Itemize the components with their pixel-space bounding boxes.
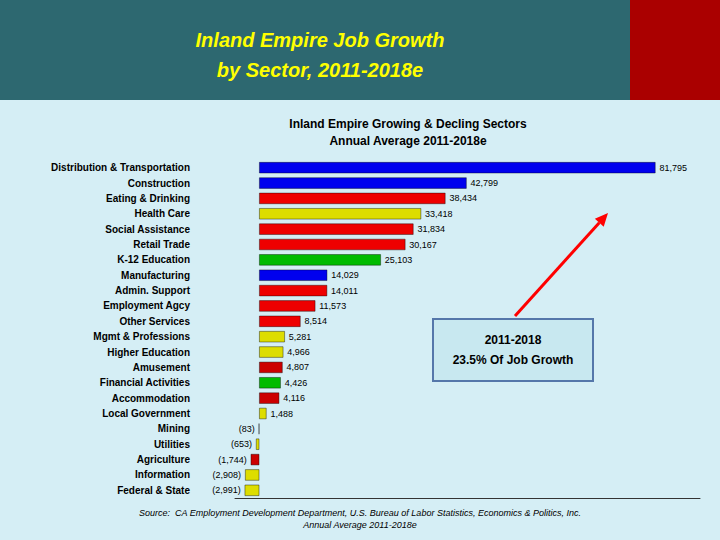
svg-text:33,418: 33,418 xyxy=(425,209,453,219)
svg-text:14,029: 14,029 xyxy=(331,270,359,280)
svg-text:Employment Agcy: Employment Agcy xyxy=(103,300,190,311)
svg-text:by Sector, 2011-2018e: by Sector, 2011-2018e xyxy=(217,59,423,81)
svg-text:Accommodation: Accommodation xyxy=(112,393,190,404)
svg-text:Information: Information xyxy=(135,469,190,480)
svg-text:Construction: Construction xyxy=(128,178,190,189)
svg-text:Local Government: Local Government xyxy=(102,408,190,419)
svg-text:4,807: 4,807 xyxy=(287,362,310,372)
svg-text:Agriculture: Agriculture xyxy=(137,454,191,465)
svg-text:Utilities: Utilities xyxy=(154,439,191,450)
svg-text:Admin. Support: Admin. Support xyxy=(115,285,191,296)
svg-text:Higher Education: Higher Education xyxy=(107,347,190,358)
svg-text:4,966: 4,966 xyxy=(287,347,310,357)
svg-text:Health Care: Health Care xyxy=(134,208,190,219)
svg-text:14,011: 14,011 xyxy=(331,286,358,296)
svg-text:Mgmt & Professions: Mgmt & Professions xyxy=(93,331,190,342)
svg-text:4,116: 4,116 xyxy=(283,393,305,403)
svg-text:30,167: 30,167 xyxy=(409,240,437,250)
svg-text:11,573: 11,573 xyxy=(319,301,346,311)
svg-text:Distribution & Transportation: Distribution & Transportation xyxy=(51,162,190,173)
svg-text:(2,991): (2,991) xyxy=(212,485,241,495)
svg-text:23.5% Of Job Growth: 23.5% Of Job Growth xyxy=(453,353,574,367)
svg-text:4,426: 4,426 xyxy=(285,378,308,388)
svg-text:Mining: Mining xyxy=(158,423,190,434)
svg-text:(1,744): (1,744) xyxy=(218,455,247,465)
svg-text:Inland Empire Growing & Declin: Inland Empire Growing & Decling Sectors xyxy=(289,117,527,131)
svg-text:5,281: 5,281 xyxy=(289,332,312,342)
svg-text:(83): (83) xyxy=(239,424,255,434)
svg-text:38,434: 38,434 xyxy=(449,193,477,203)
svg-text:Source: CA Employment Develop: Source: CA Employment Development Depart… xyxy=(139,508,581,518)
svg-text:Inland Empire Job Growth: Inland Empire Job Growth xyxy=(196,29,445,51)
svg-text:Manufacturing: Manufacturing xyxy=(121,270,190,281)
svg-text:K-12 Education: K-12 Education xyxy=(117,254,190,265)
svg-text:Other Services: Other Services xyxy=(119,316,190,327)
svg-text:25,103: 25,103 xyxy=(385,255,413,265)
svg-text:(2,908): (2,908) xyxy=(213,470,242,480)
svg-text:42,799: 42,799 xyxy=(471,178,499,188)
svg-text:8,514: 8,514 xyxy=(304,316,327,326)
svg-text:Social Assistance: Social Assistance xyxy=(105,224,190,235)
svg-text:Annual Average 2011-2018e: Annual Average 2011-2018e xyxy=(302,520,416,530)
svg-text:Financial Activities: Financial Activities xyxy=(100,377,191,388)
svg-text:31,834: 31,834 xyxy=(417,224,445,234)
svg-text:(653): (653) xyxy=(231,439,252,449)
svg-text:2011-2018: 2011-2018 xyxy=(485,333,542,347)
svg-text:Annual Average 2011-2018e: Annual Average 2011-2018e xyxy=(329,134,487,148)
svg-text:Amusement: Amusement xyxy=(133,362,191,373)
svg-text:Retail Trade: Retail Trade xyxy=(133,239,190,250)
svg-text:Federal & State: Federal & State xyxy=(117,485,190,496)
svg-text:1,488: 1,488 xyxy=(270,409,293,419)
svg-text:81,795: 81,795 xyxy=(659,163,687,173)
svg-text:Eating & Drinking: Eating & Drinking xyxy=(106,193,190,204)
